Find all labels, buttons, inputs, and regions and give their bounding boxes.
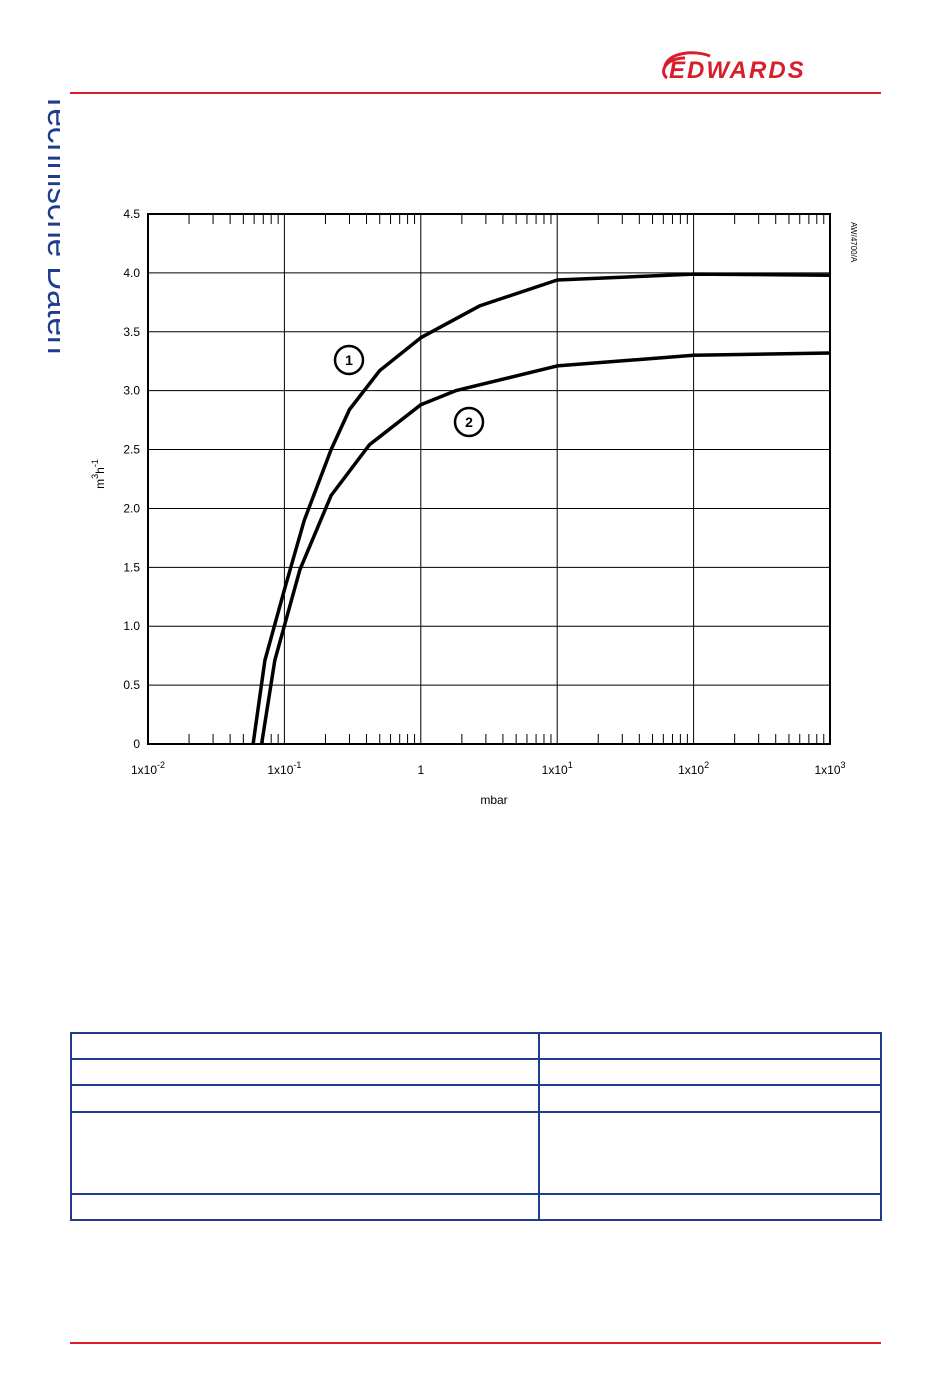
y-label-sup: 3: [90, 474, 100, 479]
logo-swoosh: [662, 51, 711, 80]
curve: [251, 272, 831, 745]
y-tick-label: 0: [133, 737, 140, 751]
y-label-sup: -1: [90, 459, 100, 467]
y-tick-label: 4.5: [123, 207, 140, 221]
curve: [259, 351, 831, 745]
curve-label-circle: [333, 344, 365, 376]
curve-label-circle: [453, 406, 485, 438]
x-tick-sup: 3: [841, 760, 846, 770]
logo: EDWARDS: [662, 51, 806, 84]
x-tick-label: 1x103: [814, 760, 845, 777]
y-label-base: m: [93, 479, 107, 489]
x-tick-label: 1x101: [542, 760, 573, 777]
x-tick-label: 1x10-1: [267, 760, 301, 777]
sidebar-title: Technische Daten: [41, 92, 60, 354]
x-tick-sup: 1: [568, 760, 573, 770]
logo-text: EDWARDS: [669, 57, 806, 84]
y-tick-label: 4.0: [123, 266, 140, 280]
x-tick-label: 1x102: [678, 760, 709, 777]
curve-label: 1: [345, 352, 353, 368]
y-tick-label: 0.5: [123, 678, 140, 692]
x-tick-base: 1: [417, 763, 424, 777]
footer-rule: [70, 1342, 881, 1344]
x-tick-base: 1x10: [678, 763, 704, 777]
x-tick-base: 1x10: [542, 763, 568, 777]
y-tick-label: 2.0: [123, 501, 140, 515]
y-label-base: h: [93, 467, 107, 474]
x-tick-base: 1x10: [131, 763, 157, 777]
x-axis-label: mbar: [480, 793, 507, 807]
y-axis-label: m3h-1: [90, 459, 107, 489]
y-tick-label: 3.0: [123, 384, 140, 398]
y-tick-label: 1.5: [123, 560, 140, 574]
x-tick-sup: -1: [293, 760, 301, 770]
x-tick-sup: -2: [157, 760, 165, 770]
y-tick-label: 2.5: [123, 443, 140, 457]
x-tick-label: 1x10-2: [131, 760, 165, 777]
x-tick-label: 1: [417, 763, 424, 777]
header-rule: [70, 92, 881, 94]
x-tick-sup: 2: [704, 760, 709, 770]
curve-label: 2: [465, 414, 473, 430]
sidebar: Technische Daten: [41, 92, 60, 354]
x-tick-base: 1x10: [267, 763, 293, 777]
annotation: AW/4700/A: [849, 222, 858, 263]
x-tick-base: 1x10: [814, 763, 840, 777]
table: [70, 1032, 882, 1221]
y-tick-label: 3.5: [123, 325, 140, 339]
y-tick-label: 1.0: [123, 619, 140, 633]
plot-frame: [147, 213, 831, 745]
